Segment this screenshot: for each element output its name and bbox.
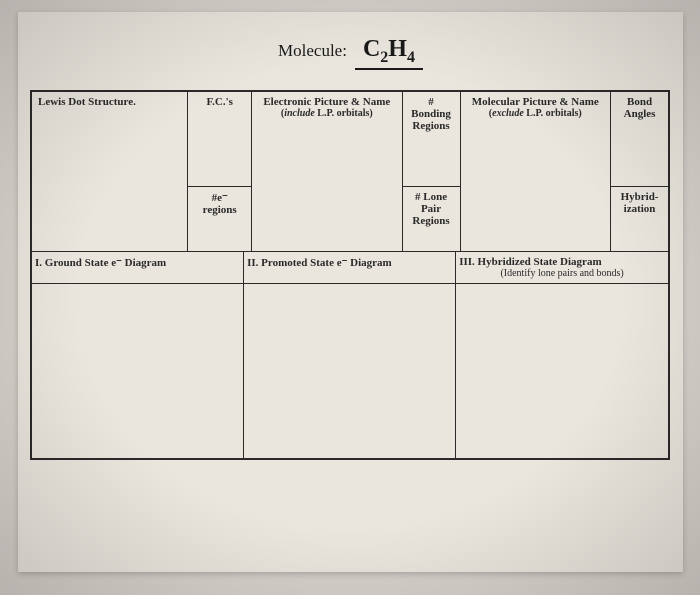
eregions-2: regions — [191, 204, 248, 216]
fc-header: F.C.'s — [206, 96, 233, 108]
top-row-1: Lewis Dot Structure. F.C.'s Electronic P… — [32, 92, 669, 187]
lp-2: Pair — [406, 203, 457, 215]
lewis-header: Lewis Dot Structure. — [38, 96, 136, 108]
cell-promoted-state-body — [244, 284, 456, 459]
cell-bonding-regions: # Bonding Regions — [402, 92, 460, 187]
hybridized-state-note: (Identify lone pairs and bonds) — [459, 268, 665, 279]
ang-h1: Bond — [614, 96, 665, 108]
cell-hybridization: Hybrid- ization — [611, 187, 669, 252]
lp-3: Regions — [406, 215, 457, 227]
molecule-header: Molecule: C2H4 — [18, 36, 683, 70]
molecule-label: Molecule: — [278, 41, 347, 60]
cell-fc: F.C.'s — [188, 92, 252, 187]
molecule-formula: C2H4 — [363, 36, 415, 62]
molecule-formula-underline: C2H4 — [355, 36, 423, 70]
cell-ground-state-header: I. Ground State e⁻ Diagram — [32, 252, 244, 284]
bottom-body-row — [32, 284, 669, 459]
cell-hybridized-state-header: III. Hybridized State Diagram (Identify … — [456, 252, 669, 284]
bottom-grid: I. Ground State e⁻ Diagram II. Promoted … — [31, 252, 669, 459]
bottom-header-row: I. Ground State e⁻ Diagram II. Promoted … — [32, 252, 669, 284]
cell-ground-state-body — [32, 284, 244, 459]
hyb-1: Hybrid- — [614, 191, 665, 203]
lp-1: # Lone — [406, 191, 457, 203]
bond-h1: # — [406, 96, 457, 108]
hyb-2: ization — [614, 203, 665, 215]
formula-sub-4: 4 — [407, 49, 415, 66]
elec-header-1: Electronic Picture & Name — [255, 96, 399, 108]
worksheet-paper: Molecule: C2H4 Lewis Dot Structure. F.C.… — [18, 12, 683, 572]
bond-h3: Regions — [406, 120, 457, 132]
cell-lewis: Lewis Dot Structure. — [32, 92, 188, 252]
mol-exclude: exclude — [492, 108, 524, 119]
ang-h2: Angles — [614, 108, 665, 120]
cell-e-regions: #e⁻ regions — [188, 187, 252, 252]
elec-include: include — [284, 108, 315, 119]
bond-h2: Bonding — [406, 108, 457, 120]
formula-c: C — [363, 36, 380, 62]
cell-promoted-state-header: II. Promoted State e⁻ Diagram — [244, 252, 456, 284]
eregions-1: #e⁻ — [191, 191, 248, 204]
mol-header-1: Molecular Picture & Name — [464, 96, 608, 108]
top-grid: Lewis Dot Structure. F.C.'s Electronic P… — [31, 91, 669, 252]
cell-hybridized-state-body — [456, 284, 669, 459]
cell-lonepair-regions: # Lone Pair Regions — [402, 187, 460, 252]
formula-h: H — [388, 36, 407, 62]
cell-molecular: Molecular Picture & Name (exclude L.P. o… — [460, 92, 611, 252]
cell-bond-angles: Bond Angles — [611, 92, 669, 187]
elec-header-2: (include L.P. orbitals) — [255, 108, 399, 119]
hybridized-state-title: III. Hybridized State Diagram — [459, 256, 665, 268]
worksheet-table: Lewis Dot Structure. F.C.'s Electronic P… — [30, 90, 670, 460]
promoted-state-title: II. Promoted State e⁻ Diagram — [247, 257, 392, 269]
ground-state-title: I. Ground State e⁻ Diagram — [35, 257, 166, 269]
mol-header-2: (exclude L.P. orbitals) — [464, 108, 608, 119]
cell-electronic: Electronic Picture & Name (include L.P. … — [252, 92, 403, 252]
